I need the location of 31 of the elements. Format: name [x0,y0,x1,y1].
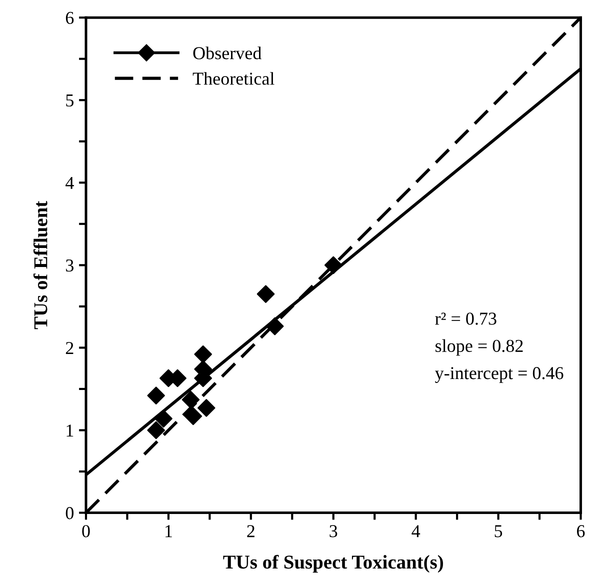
x-tick-label: 6 [577,525,585,538]
annotation: y-intercept = 0.46 [435,367,564,383]
legend-label: Observed [193,46,262,60]
y-tick-label: 0 [66,507,74,520]
annotation: slope = 0.82 [436,339,523,356]
annotation: r² = 0.73 [435,312,496,325]
point [147,386,165,404]
legend-label: Theoretical [192,72,274,85]
x-tick-label: 4 [412,525,420,538]
y-tick-label: 1 [66,424,74,436]
point [197,399,216,417]
point [256,285,275,303]
x-tick-label: 2 [247,525,254,538]
x-tick-label: 0 [82,525,90,538]
y-tick-label: 2 [66,342,74,354]
point [154,410,172,428]
y-tick-label: 3 [66,259,74,272]
point [147,421,165,440]
y-tick-label: 6 [66,12,74,24]
point [324,256,342,274]
point [184,407,202,426]
x-tick-label: 1 [166,525,172,538]
x-tick-label: 3 [330,525,338,538]
y-tick-label: 5 [66,94,74,107]
x-axis-title: TUs of Suspect Toxicant(s) [223,554,443,573]
point [266,317,284,336]
point [182,390,200,409]
y-tick-label: 4 [66,177,74,189]
y-axis-title: TUs of Effluent [33,200,48,330]
x-tick-label: 5 [494,525,502,538]
point [194,345,212,364]
